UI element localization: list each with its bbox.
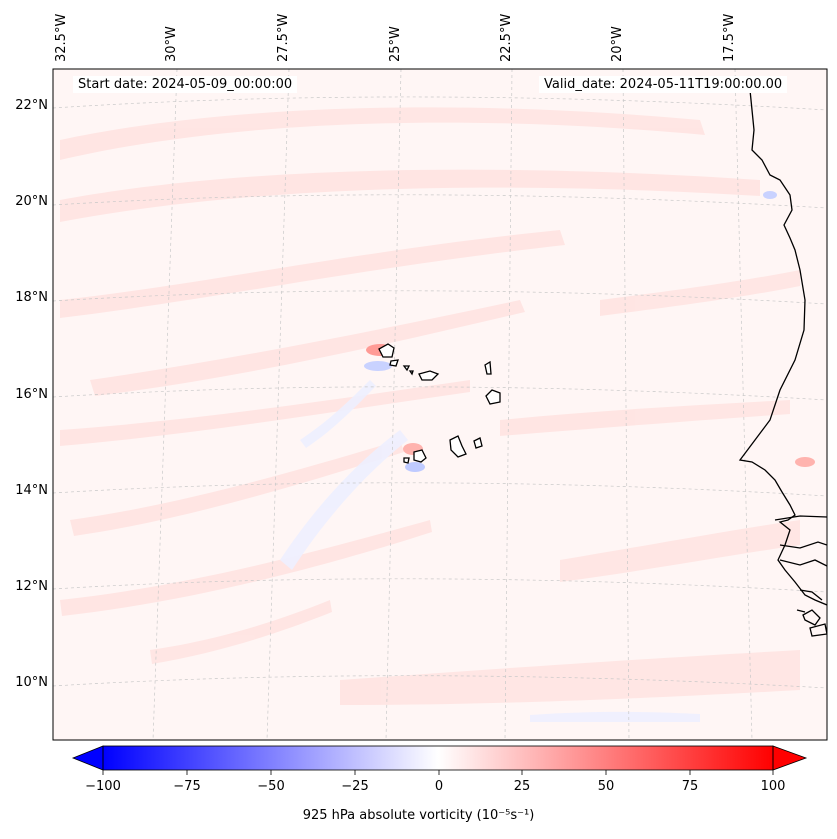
vorticity-minimum bbox=[405, 462, 425, 472]
gridlines bbox=[53, 69, 827, 740]
lon-label: 30°W bbox=[164, 26, 179, 62]
valid-date-label: Valid_date: 2024-05-11T19:00:00.00 bbox=[539, 76, 788, 93]
vorticity-minimum bbox=[763, 191, 777, 199]
vorticity-minimum bbox=[364, 361, 392, 371]
lat-label: 20°N bbox=[15, 194, 48, 209]
lat-label: 18°N bbox=[15, 290, 48, 305]
colorbar-tick-label: −50 bbox=[257, 779, 285, 794]
colorbar-tick-label: −75 bbox=[173, 779, 201, 794]
lat-label: 12°N bbox=[15, 579, 48, 594]
colorbar-extend-max bbox=[772, 745, 808, 771]
colorbar-tick-label: 25 bbox=[513, 779, 531, 794]
lon-label: 27.5°W bbox=[276, 13, 291, 62]
lon-label: 17.5°W bbox=[722, 13, 737, 62]
colorbar-extend-min bbox=[71, 745, 104, 771]
lat-label: 22°N bbox=[15, 98, 48, 113]
colorbar-tick-label: −25 bbox=[341, 779, 369, 794]
colorbar-label: 925 hPa absolute vorticity (10⁻⁵s⁻¹) bbox=[302, 808, 535, 823]
colorbar-tick-label: 75 bbox=[681, 779, 699, 794]
lon-label: 20°W bbox=[610, 26, 625, 62]
colorbar-tick-label: 50 bbox=[597, 779, 615, 794]
colorbar-gradient bbox=[103, 746, 773, 770]
islands bbox=[378, 343, 501, 464]
lon-label: 25°W bbox=[388, 26, 403, 62]
lat-label: 10°N bbox=[15, 675, 48, 690]
colorbar-tick-label: 0 bbox=[434, 779, 444, 794]
lon-label: 22.5°W bbox=[499, 13, 514, 62]
coastline bbox=[738, 89, 827, 637]
lon-label: 32.5°W bbox=[54, 13, 69, 62]
vorticity-field bbox=[53, 69, 827, 740]
colorbar-tick-label: −100 bbox=[85, 779, 121, 794]
map-frame bbox=[52, 68, 828, 741]
colorbar bbox=[71, 745, 808, 775]
lat-label: 16°N bbox=[15, 387, 48, 402]
start-date-label: Start date: 2024-05-09_00:00:00 bbox=[73, 76, 298, 93]
lat-label: 14°N bbox=[15, 483, 48, 498]
vorticity-maximum bbox=[795, 457, 815, 467]
colorbar-tick-label: 100 bbox=[760, 779, 786, 794]
